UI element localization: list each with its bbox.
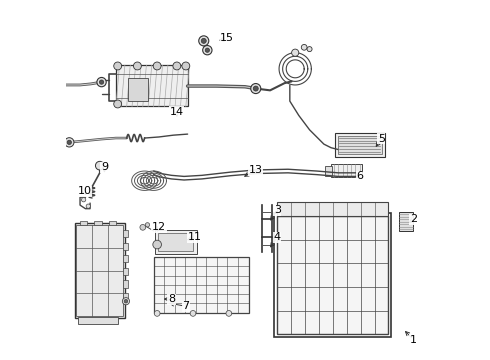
Circle shape	[154, 311, 160, 316]
Text: 1: 1	[410, 334, 417, 345]
Bar	[123, 243, 128, 250]
Text: 9: 9	[101, 162, 108, 172]
Bar	[274, 213, 392, 337]
Text: 3: 3	[274, 206, 281, 216]
Text: 5: 5	[378, 134, 385, 144]
Circle shape	[146, 223, 149, 227]
Circle shape	[173, 62, 181, 70]
Circle shape	[133, 62, 141, 70]
Circle shape	[96, 161, 104, 170]
Bar	[128, 78, 148, 101]
Circle shape	[253, 86, 258, 91]
Text: 4: 4	[274, 232, 281, 242]
Circle shape	[182, 62, 190, 70]
Circle shape	[205, 48, 210, 52]
Circle shape	[97, 77, 106, 87]
Text: 7: 7	[182, 301, 190, 311]
Bar	[158, 233, 194, 251]
Circle shape	[292, 49, 299, 56]
Bar	[155, 230, 196, 253]
Circle shape	[67, 140, 72, 144]
Circle shape	[153, 62, 161, 70]
Text: 6: 6	[356, 171, 363, 181]
Bar	[80, 221, 87, 225]
Bar	[123, 255, 128, 262]
Text: 13: 13	[249, 165, 263, 175]
Bar	[399, 212, 413, 231]
Text: 10: 10	[77, 186, 91, 197]
Text: 8: 8	[168, 294, 175, 304]
Circle shape	[140, 225, 146, 230]
Bar	[123, 280, 128, 288]
Circle shape	[226, 311, 232, 316]
Bar	[78, 317, 118, 324]
Circle shape	[301, 44, 307, 50]
Text: 15: 15	[220, 33, 234, 43]
Bar	[74, 223, 125, 318]
Bar	[76, 225, 123, 316]
Bar	[338, 136, 382, 154]
Bar	[277, 216, 389, 334]
Circle shape	[86, 204, 91, 208]
Circle shape	[201, 39, 206, 43]
Circle shape	[114, 100, 122, 108]
Circle shape	[65, 138, 74, 147]
Bar	[116, 65, 188, 107]
Bar	[153, 257, 248, 313]
Circle shape	[99, 80, 104, 84]
Bar	[277, 202, 389, 216]
Circle shape	[190, 311, 196, 316]
Circle shape	[203, 45, 212, 55]
Circle shape	[199, 36, 209, 46]
Circle shape	[114, 62, 122, 70]
Circle shape	[251, 84, 261, 94]
Bar	[123, 293, 128, 300]
Circle shape	[81, 198, 86, 202]
Circle shape	[122, 298, 129, 305]
Text: 12: 12	[152, 222, 166, 232]
Bar	[325, 166, 332, 176]
Bar	[109, 221, 116, 225]
Circle shape	[307, 46, 312, 51]
Text: 2: 2	[410, 215, 417, 224]
Text: 11: 11	[188, 232, 202, 242]
Bar	[95, 221, 101, 225]
Text: 14: 14	[170, 107, 184, 117]
Bar	[123, 230, 128, 237]
Bar	[331, 163, 362, 177]
Bar	[123, 268, 128, 275]
Bar	[335, 134, 385, 157]
Circle shape	[124, 300, 128, 303]
Circle shape	[153, 240, 161, 249]
